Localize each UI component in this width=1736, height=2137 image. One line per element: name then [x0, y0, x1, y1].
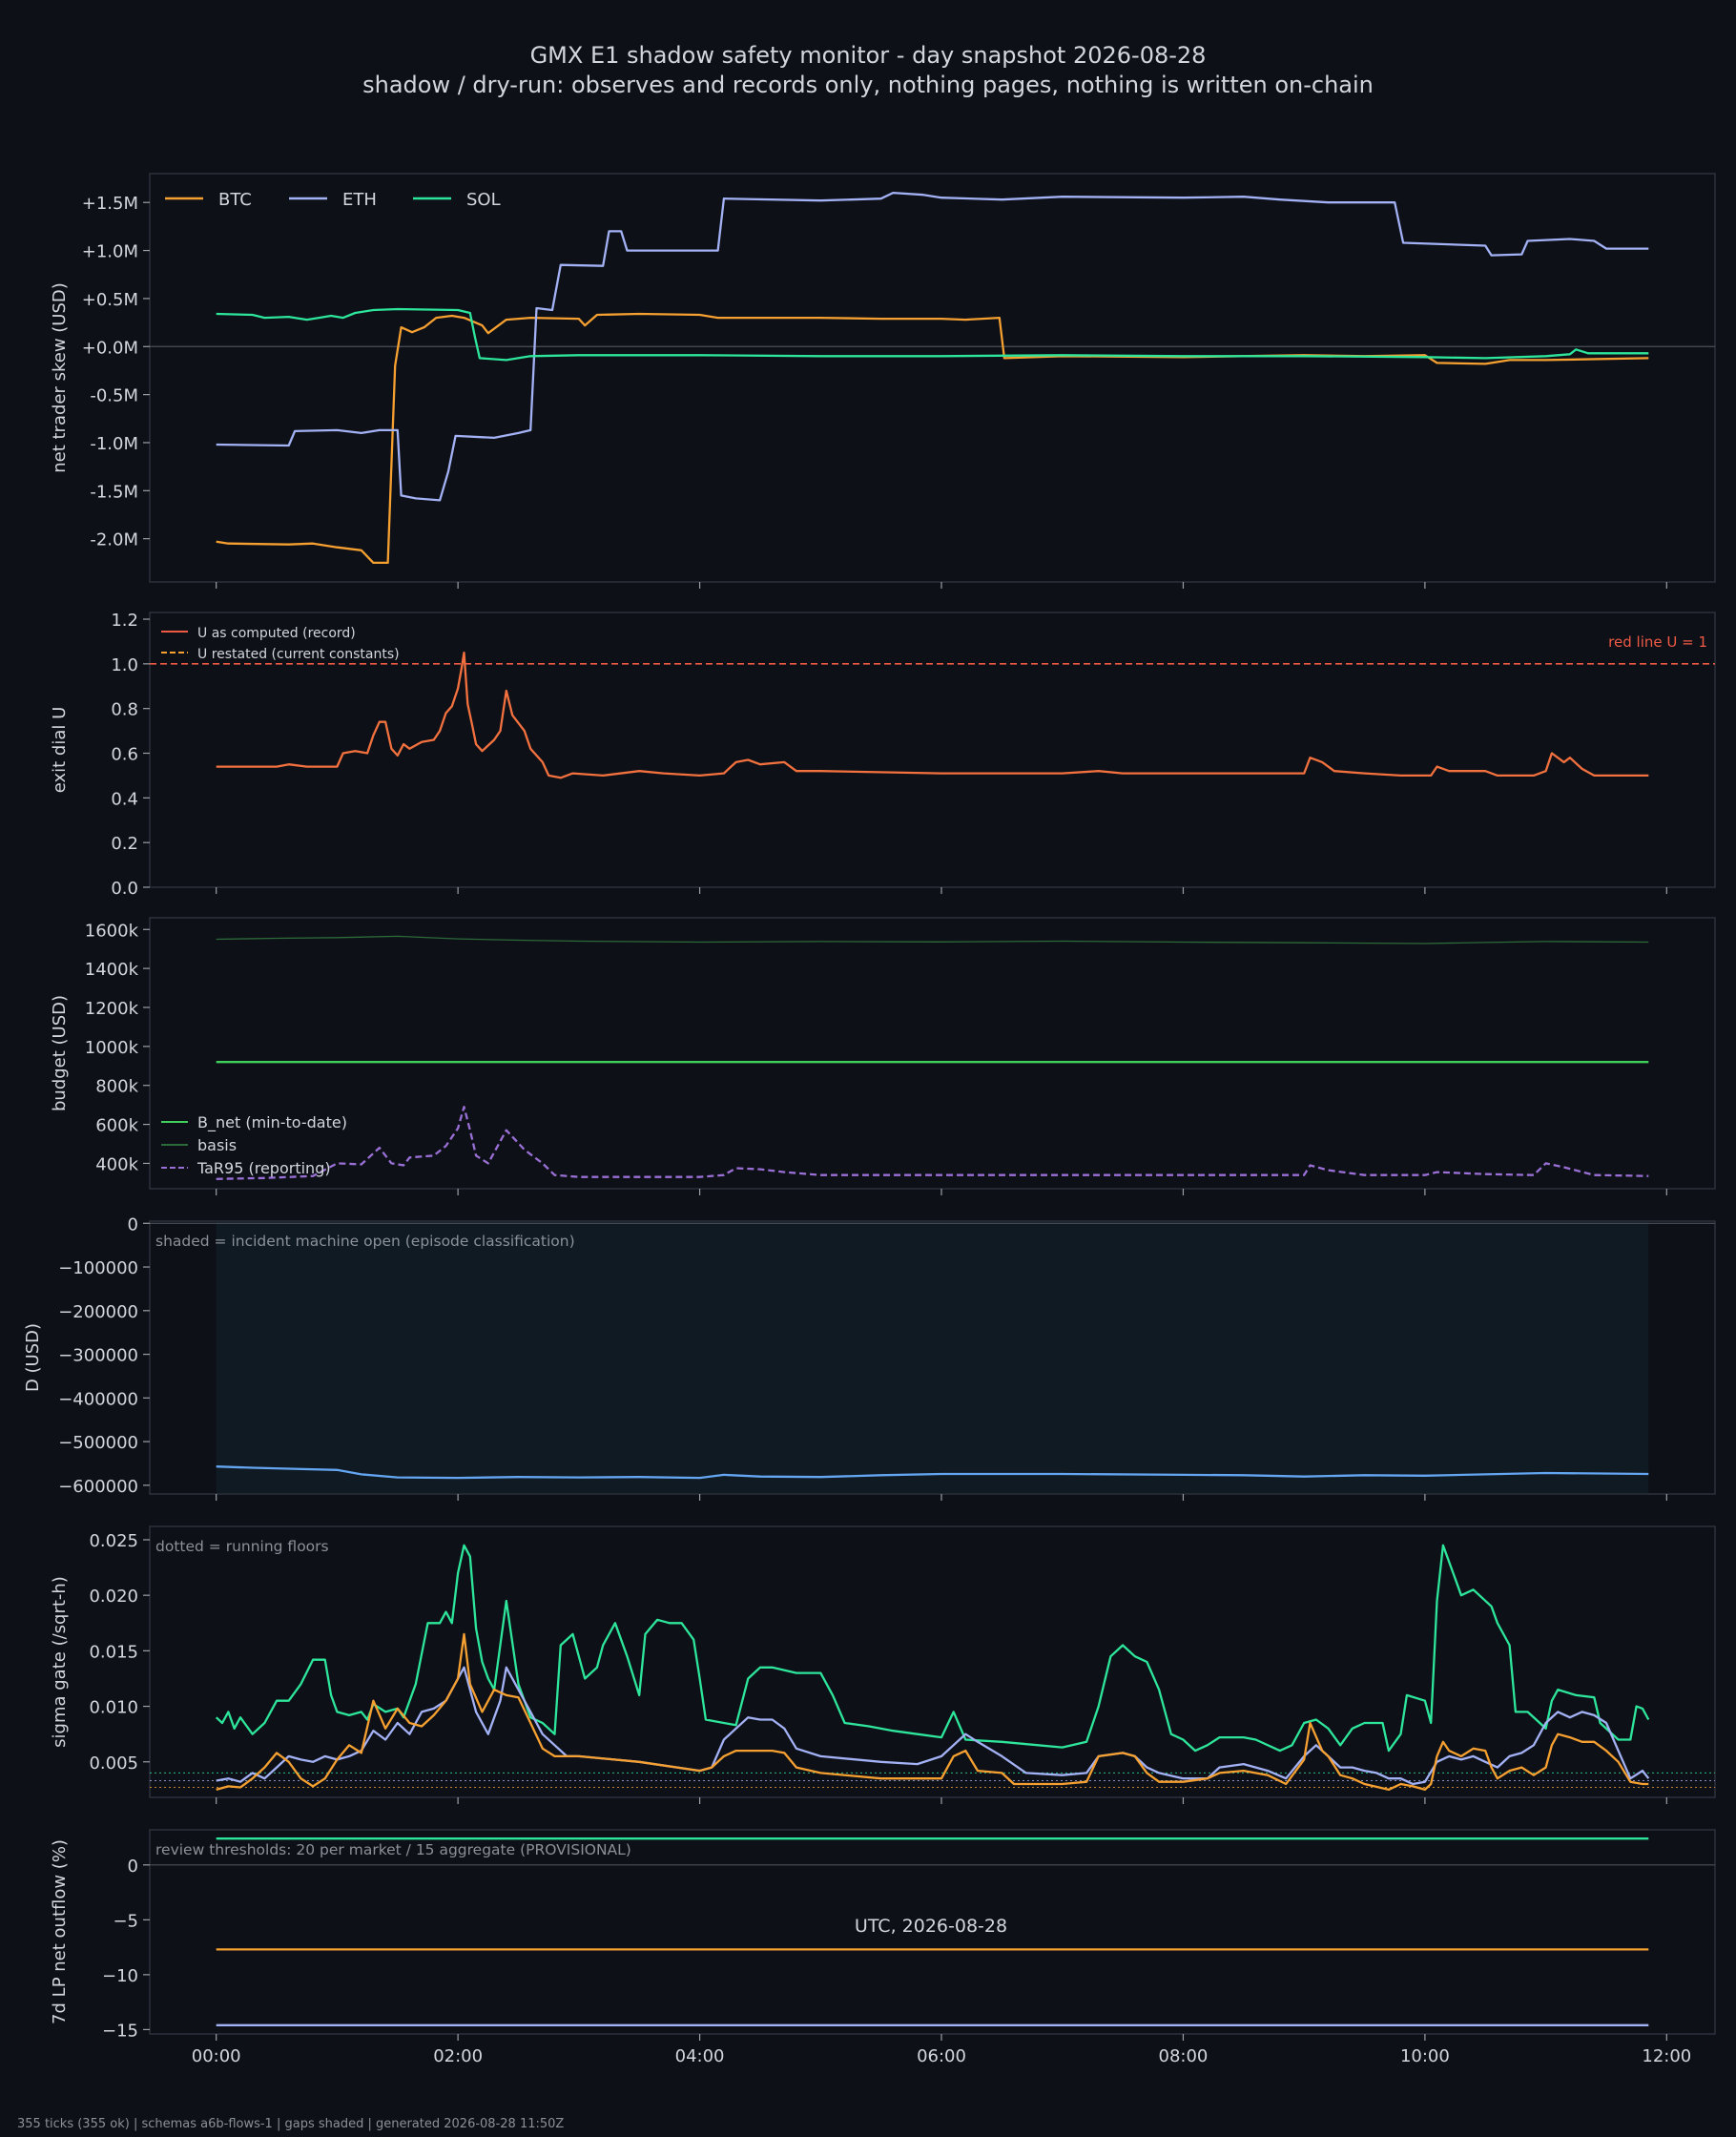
y-tick-label: 0.0	[111, 879, 138, 899]
y-tick-label: 1.2	[111, 611, 138, 631]
x-tick-label: 10:00	[1400, 2046, 1450, 2066]
series-line-basis	[216, 935, 1649, 944]
y-tick-label: 0.6	[111, 745, 138, 765]
panel-4: 0 −100000 −200000 −300000 −400000 −500000 −600…	[23, 1214, 1716, 1501]
y-tick-label: -1.5M	[90, 482, 138, 502]
series-line-eth	[216, 191, 1649, 502]
y-tick-label: +0.0M	[82, 338, 138, 358]
y-tick-label: 1200k	[85, 999, 139, 1019]
legend: BTC ETH SOL	[165, 190, 501, 210]
y-axis-label: budget (USD)	[50, 995, 70, 1111]
y-tick-label: 1400k	[85, 960, 139, 980]
y-tick-label: −500000	[58, 1433, 138, 1453]
y-axis-label: exit dial U	[50, 707, 70, 794]
y-tick-label: 1600k	[85, 921, 139, 941]
y-tick-label: 0.010	[89, 1698, 138, 1718]
y-axis-label: sigma gate (/sqrt-h)	[50, 1576, 70, 1748]
panel-frame	[149, 173, 1716, 583]
legend-label: BTC	[218, 190, 252, 210]
figure-title: GMX E1 shadow safety monitor - day snaps…	[530, 42, 1207, 69]
y-tick-label: 1000k	[85, 1038, 139, 1058]
x-tick-label: 00:00	[192, 2046, 241, 2066]
x-axis-label: UTC, 2026-08-28	[855, 1916, 1007, 1937]
y-tick-label: −300000	[58, 1346, 138, 1366]
y-tick-label: 0.025	[89, 1531, 138, 1551]
series-line-u-restated-current-constants	[216, 651, 1649, 779]
panel-note: review thresholds: 20 per market / 15 ag…	[155, 1841, 631, 1858]
y-axis-label: 7d LP net outflow (%)	[50, 1839, 70, 2024]
legend: U as computed (record) U restated (curren…	[161, 626, 400, 662]
panel-note: dotted = running floors	[155, 1538, 329, 1555]
y-tick-label: 0.020	[89, 1587, 138, 1607]
red-line-label: red line U = 1	[1608, 633, 1707, 651]
x-tick-label: 12:00	[1642, 2046, 1691, 2066]
x-tick-label: 04:00	[675, 2046, 725, 2066]
panel-frame	[149, 917, 1716, 1190]
y-tick-label: 0	[128, 1857, 138, 1877]
y-tick-label: −600000	[58, 1477, 138, 1497]
y-tick-label: 1.0	[111, 655, 138, 675]
y-tick-label: −100000	[58, 1258, 138, 1278]
y-tick-label: +0.5M	[82, 290, 138, 310]
panel-frame	[149, 612, 1716, 888]
y-tick-label: 0.2	[111, 834, 138, 854]
y-tick-label: −200000	[58, 1302, 138, 1322]
panel-6: 0 −5 −10 −15 00:00 02:00 04:00 06:00 08:00 10:00 1…	[50, 1829, 1716, 2066]
y-tick-label: 0.015	[89, 1642, 138, 1662]
y-tick-label: +1.5M	[82, 194, 138, 214]
y-tick-label: −10	[102, 1966, 138, 1986]
x-tick-label: 08:00	[1159, 2046, 1209, 2066]
y-tick-label: 800k	[95, 1077, 138, 1097]
y-tick-label: -1.0M	[90, 434, 138, 454]
series-line-btc	[216, 1632, 1649, 1792]
y-tick-label: 400k	[95, 1154, 138, 1174]
y-tick-label: 0.8	[111, 700, 138, 720]
figure-subtitle: shadow / dry-run: observes and records o…	[362, 72, 1374, 98]
panel-5: 0.005 0.010 0.015 0.020 0.025 sigma gate (/sq…	[50, 1525, 1716, 1804]
series-line-d	[216, 1465, 1649, 1480]
panel-frame	[149, 1829, 1716, 2035]
panel-note: shaded = incident machine open (episode …	[155, 1233, 575, 1250]
y-tick-label: -2.0M	[90, 530, 138, 550]
panel-frame	[149, 1525, 1716, 1798]
y-tick-label: −400000	[58, 1389, 138, 1409]
y-tick-label: 0.005	[89, 1753, 138, 1774]
x-tick-label: 02:00	[433, 2046, 483, 2066]
legend: B_net (min-to-date) basis TaR95 (reporting…	[161, 1113, 347, 1177]
y-tick-label: −5	[113, 1911, 138, 1931]
legend-label: SOL	[466, 190, 501, 210]
series-line-eth	[216, 1666, 1650, 1786]
panel-2: red line U = 1 0.0 0.2 0.4 0.6 0.8 1.0 1.2 exit …	[50, 611, 1716, 899]
panel-3: 400k 600k 800k 1000k 1200k 1400k 1600k budget (…	[50, 917, 1716, 1195]
legend-label: basis	[197, 1136, 237, 1154]
y-tick-label: 600k	[95, 1116, 138, 1136]
legend-label: U restated (current constants)	[197, 647, 400, 662]
y-axis-label: net trader skew (USD)	[50, 282, 70, 473]
legend-label: TaR95 (reporting)	[196, 1159, 331, 1177]
series-line-tar95-reporting	[216, 1106, 1649, 1180]
legend-label: U as computed (record)	[197, 626, 356, 641]
y-tick-label: 0.4	[111, 789, 138, 809]
x-tick-label: 06:00	[917, 2046, 966, 2066]
footer-status: 355 ticks (355 ok) | schemas a6b-flows-1…	[17, 2117, 564, 2131]
y-tick-label: -0.5M	[90, 386, 138, 406]
chart-panels: +1.5M +1.0M +0.5M +0.0M -0.5M -1.0M -1.5M -2.0M…	[23, 173, 1716, 2066]
y-tick-label: +1.0M	[82, 242, 138, 262]
y-tick-label: −15	[102, 2021, 138, 2041]
panel-1: +1.5M +1.0M +0.5M +0.0M -0.5M -1.0M -1.5M -2.0M…	[50, 173, 1716, 589]
series-line-sol	[216, 307, 1649, 362]
incident-shaded-span	[216, 1222, 1649, 1493]
y-axis-label: D (USD)	[23, 1323, 43, 1392]
legend-label: B_net (min-to-date)	[197, 1113, 347, 1132]
y-tick-label: 0	[128, 1214, 138, 1234]
legend-label: ETH	[342, 190, 377, 210]
